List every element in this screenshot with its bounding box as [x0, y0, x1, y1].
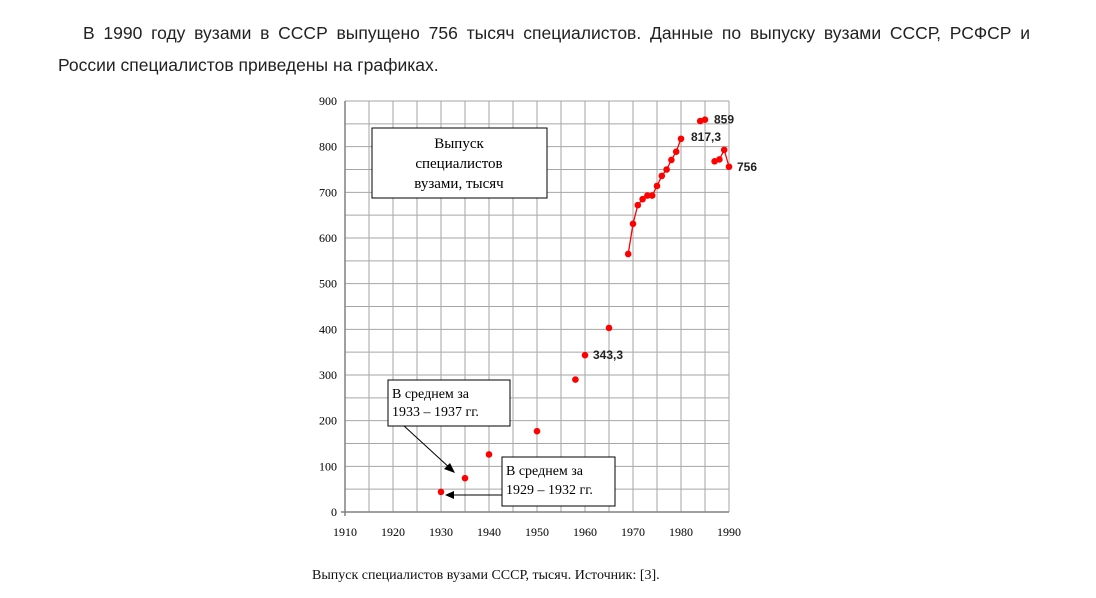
title-box: Выпуск специалистов вузами, тысяч	[371, 127, 548, 199]
x-tick-label: 1920	[381, 525, 405, 539]
data-point	[653, 182, 661, 190]
chart-caption: Выпуск специалистов вузами СССР, тысяч. …	[312, 568, 660, 583]
y-tick-label: 800	[319, 140, 337, 154]
x-tick-label: 1990	[717, 525, 741, 539]
arrow-head-icon	[445, 491, 454, 499]
data-labels: 343,3 817,3 859 756	[593, 113, 757, 363]
annotation-1929-1932: В среднем за 1929 – 1932 гг.	[445, 456, 616, 507]
data-point	[605, 324, 613, 332]
annotation-text: 1933 – 1937 гг.	[392, 405, 479, 420]
data-point	[648, 192, 656, 199]
data-point	[701, 116, 709, 124]
annotation-1933-1937: В среднем за 1933 – 1937 гг.	[387, 379, 511, 473]
data-point	[533, 427, 541, 435]
data-point	[624, 250, 632, 258]
axes	[341, 101, 729, 516]
data-label: 756	[737, 160, 757, 174]
x-tick-label: 1930	[429, 525, 453, 539]
data-point	[485, 451, 493, 458]
data-point	[677, 135, 685, 143]
data-label: 817,3	[691, 130, 721, 144]
data-point	[639, 195, 646, 203]
intro-paragraph: В 1990 году вузами в СССР выпущено 756 т…	[58, 23, 1030, 75]
y-tick-label: 300	[319, 368, 337, 382]
data-point	[720, 146, 728, 154]
title-line-1: Выпуск	[434, 136, 484, 152]
annotation-text: В среднем за	[506, 464, 584, 479]
x-tick-label: 1910	[333, 525, 357, 539]
data-label: 859	[714, 113, 734, 127]
annotation-text: В среднем за	[392, 387, 470, 402]
x-tick-label: 1940	[477, 525, 501, 539]
y-tick-label: 100	[319, 459, 337, 473]
title-line-3: вузами, тысяч	[414, 176, 504, 192]
grid	[345, 100, 730, 512]
data-point	[668, 156, 675, 164]
data-point	[629, 220, 637, 228]
data-points	[437, 116, 733, 496]
data-point	[672, 148, 680, 155]
y-tick-label: 200	[319, 414, 337, 428]
data-point	[716, 156, 723, 163]
y-tick-label: 700	[319, 185, 337, 199]
x-tick-label: 1970	[621, 525, 645, 539]
x-tick-label: 1980	[669, 525, 693, 539]
x-tick-label: 1960	[573, 525, 597, 539]
y-tick-label: 0	[331, 505, 337, 519]
y-tick-label: 600	[319, 231, 337, 245]
data-label: 343,3	[593, 348, 623, 362]
y-tick-label: 400	[319, 322, 337, 336]
data-point	[658, 172, 666, 180]
data-point	[725, 163, 733, 171]
data-point	[572, 376, 579, 383]
arrow-head-icon	[444, 463, 455, 473]
data-point	[437, 488, 445, 496]
title-line-2: специалистов	[415, 156, 502, 172]
y-tick-label: 900	[319, 94, 337, 108]
tick-labels: 1910 1920 1930 1940 1950 1960 1970 1980 1990 0 100…	[319, 94, 741, 539]
data-point	[663, 166, 670, 173]
data-point	[644, 192, 651, 199]
annotation-text: 1929 – 1932 гг.	[506, 483, 593, 498]
data-point	[634, 201, 642, 209]
data-point	[461, 474, 469, 482]
x-tick-label: 1950	[525, 525, 549, 539]
data-point	[581, 351, 589, 359]
y-tick-label: 500	[319, 277, 337, 291]
